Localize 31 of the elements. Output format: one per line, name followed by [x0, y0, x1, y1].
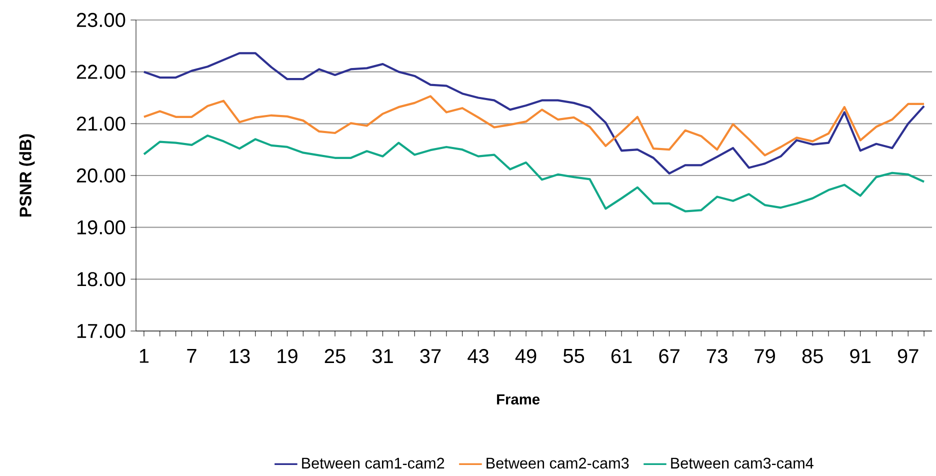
x-tick-label: 55 — [563, 349, 584, 363]
x-tick-label: 97 — [898, 349, 918, 364]
x-axis-title: Frame — [497, 394, 540, 405]
x-tick-label: 25 — [324, 349, 346, 364]
y-tick-label: 18.00 — [77, 272, 126, 286]
x-tick-label: 37 — [420, 349, 441, 364]
y-tick-label: 17.00 — [77, 324, 126, 338]
x-tick-label: 73 — [706, 349, 728, 364]
line-series — [142, 95, 926, 156]
y-tick-label: 20.00 — [76, 168, 126, 183]
x-tick-label: 85 — [802, 349, 823, 364]
legend-label: Between cam1-cam2 — [302, 458, 444, 469]
x-tick-label: 67 — [659, 349, 680, 364]
x-tick-label: 7 — [187, 349, 196, 363]
x-tick-label: 91 — [850, 349, 870, 364]
y-tick-label: 22.00 — [76, 64, 126, 79]
y-tick-label: 19.00 — [77, 220, 126, 234]
y-tick-label: 23.00 — [76, 12, 126, 28]
line-series — [142, 134, 926, 212]
x-tick-label: 13 — [230, 349, 250, 364]
x-tick-label: 79 — [754, 349, 775, 364]
x-tick-label: 61 — [611, 349, 632, 364]
y-axis-title: PSNR (dB) — [19, 134, 35, 217]
legend-label: Between cam3-cam4 — [671, 458, 814, 469]
legend-label: Between cam2-cam3 — [486, 458, 629, 469]
x-tick-label: 1 — [140, 349, 149, 363]
y-tick-label: 21.00 — [76, 116, 126, 131]
x-tick-label: 49 — [515, 349, 536, 364]
x-tick-label: 19 — [278, 349, 298, 364]
x-tick-label: 31 — [372, 349, 393, 364]
x-tick-label: 43 — [468, 349, 489, 364]
